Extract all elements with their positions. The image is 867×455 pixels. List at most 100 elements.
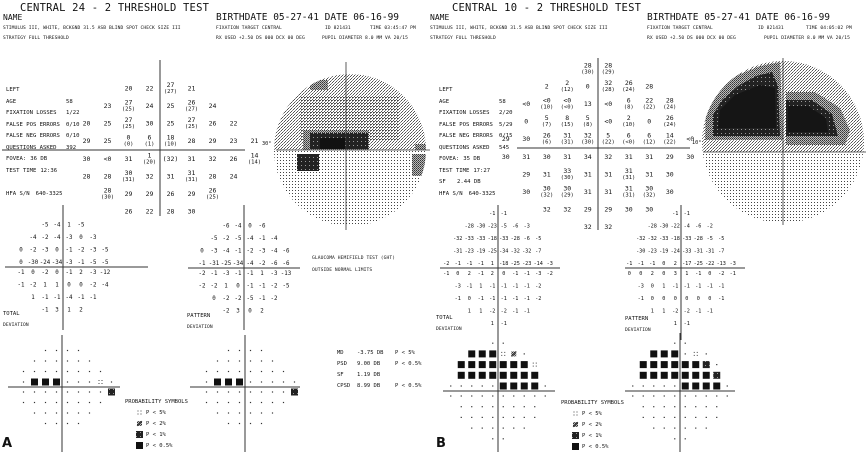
stat-label: HFA S/N bbox=[6, 190, 30, 197]
index-value: 9.00 DB bbox=[357, 361, 381, 367]
total-deviation-grid-value: -1 bbox=[54, 295, 61, 301]
normal-point-icon bbox=[460, 395, 462, 397]
threshold-grid-value: 31 bbox=[604, 171, 612, 179]
total-deviation-grid-value: -1 bbox=[501, 284, 507, 290]
normal-point-icon bbox=[632, 385, 634, 387]
pattern-deviation-grid-value: 0 bbox=[697, 296, 700, 302]
normal-point-icon bbox=[66, 401, 69, 404]
normal-point-icon bbox=[33, 360, 36, 362]
pattern-deviation-grid-value: 0 bbox=[236, 284, 240, 290]
threshold-grid-value: 33 (30) bbox=[561, 167, 574, 181]
total-deviation-grid-value: -5 bbox=[42, 223, 49, 229]
pattern-deviation-grid-value: -30 bbox=[659, 224, 668, 230]
pattern-deviation-grid-value: 0 bbox=[651, 296, 654, 302]
threshold-grid-value: 27 (27) bbox=[164, 81, 177, 95]
legend-item: P < 2% bbox=[561, 420, 624, 431]
pattern-deviation-grid-value: -4 bbox=[235, 224, 242, 230]
pattern-deviation-grid-value: 0 bbox=[639, 271, 642, 277]
total-deviation-grid-value: -3 bbox=[90, 270, 97, 276]
legend-title: PROBABILITY SYMBOLS bbox=[561, 400, 624, 406]
normal-point-icon bbox=[481, 416, 483, 418]
total-deviation-grid-value: -34 bbox=[499, 249, 508, 255]
global-index-row: MD -3.75 DB P < 5% bbox=[337, 348, 422, 359]
pattern-deviation-axes bbox=[625, 205, 745, 340]
threshold-grid-value: 31 bbox=[625, 153, 633, 161]
index-label: MD bbox=[337, 350, 344, 356]
index-value: 8.99 DB bbox=[357, 383, 381, 389]
total-deviation-grid-value: -1 bbox=[18, 283, 25, 289]
stat-row: HFA S/N 640-3325 bbox=[439, 189, 512, 201]
birthdate-date: BIRTHDATE 05-27-41 DATE 06-16-99 bbox=[216, 12, 400, 23]
threshold-grid: 20 22 27 (27) 21 23 27 (25) 24 25 26 (27) 24 20 25 27 (2… bbox=[83, 81, 262, 216]
total-deviation-grid-value: -6 bbox=[512, 224, 518, 230]
pattern-deviation-grid-value: -25 bbox=[694, 261, 703, 267]
pattern-deviation-grid-value: -22 bbox=[671, 224, 680, 230]
normal-point-icon bbox=[99, 370, 102, 373]
legend-item: P < 1% bbox=[125, 430, 188, 441]
pattern-deviation-grid-value: -17 bbox=[682, 261, 691, 267]
normal-point-icon bbox=[513, 416, 515, 418]
stat-value: 35 DB bbox=[463, 156, 481, 162]
total-deviation-grid-value: -6 bbox=[524, 236, 530, 242]
pattern-deviation-grid-value: -3 bbox=[223, 271, 230, 277]
normal-point-icon bbox=[642, 406, 644, 408]
total-deviation-grid-value: 1 bbox=[55, 283, 59, 289]
total-deviation-grid-value: 1 bbox=[479, 309, 482, 315]
name-label: NAME bbox=[3, 13, 23, 22]
fixation-target: FIXATION TARGET CENTRAL bbox=[647, 26, 713, 31]
p05-symbol-icon bbox=[660, 371, 668, 379]
normal-point-icon bbox=[674, 416, 676, 418]
p05-symbol-icon bbox=[681, 371, 689, 379]
threshold-grid-value: 2 bbox=[545, 83, 549, 91]
p05-symbol-icon bbox=[671, 350, 679, 358]
stat-row: SF 2.44 DB bbox=[439, 177, 512, 189]
threshold-grid-value: 32 bbox=[209, 155, 217, 163]
p05-symbol-icon bbox=[489, 361, 497, 369]
total-deviation-grid-value: -1 bbox=[501, 296, 507, 302]
total-deviation-grid-value: 2 bbox=[468, 271, 471, 277]
pattern-deviation-grid-value: -7 bbox=[718, 249, 724, 255]
total-deviation-grid-value: -12 bbox=[100, 270, 110, 276]
legend-item: P < 5% bbox=[125, 408, 188, 419]
total-deviation-grid-value: -2 bbox=[501, 309, 507, 315]
normal-point-icon bbox=[502, 416, 504, 418]
total-deviation-grid-value: -5 bbox=[90, 260, 97, 266]
p1-symbol-icon bbox=[135, 431, 144, 438]
total-deviation-grid-value: 3 bbox=[55, 308, 59, 314]
total-deviation-grid-value: -1 bbox=[489, 211, 495, 217]
normal-point-icon bbox=[282, 401, 285, 404]
legend-title: PROBABILITY SYMBOLS bbox=[125, 399, 188, 405]
pattern-deviation-grid-value: -6 bbox=[283, 249, 290, 255]
pattern-deviation-grid-value: -25 bbox=[221, 261, 232, 267]
pattern-deviation-grid-value: -1 bbox=[235, 271, 242, 277]
total-deviation-grid-value: -7 bbox=[535, 249, 541, 255]
total-deviation-grid-value: -3 bbox=[547, 261, 553, 267]
normal-point-icon bbox=[55, 401, 58, 404]
total-deviation-grid-value: -2 bbox=[30, 248, 37, 254]
total-deviation-grid-value: -1 bbox=[66, 270, 73, 276]
pattern-deviation-grid-value: -2 bbox=[199, 271, 206, 277]
pattern-deviation-grid-value: -5 bbox=[211, 236, 218, 242]
grayscale-map bbox=[274, 74, 426, 226]
pattern-deviation-grid-value: 1 bbox=[224, 284, 228, 290]
normal-point-icon bbox=[502, 438, 504, 440]
total-deviation-label: TOTAL bbox=[3, 311, 20, 317]
normal-point-icon bbox=[55, 391, 58, 393]
pattern-deviation-grid-value: -4 bbox=[223, 249, 230, 255]
normal-point-icon bbox=[66, 422, 69, 425]
normal-point-icon bbox=[205, 381, 208, 383]
pattern-deviation-grid-value: -28 bbox=[694, 236, 703, 242]
pattern-deviation-grid-value: -1 bbox=[718, 296, 724, 302]
legend-item: P < 2% bbox=[125, 419, 188, 430]
normal-point-icon bbox=[471, 395, 473, 397]
pattern-deviation-grid-value: -1 bbox=[707, 284, 713, 290]
threshold-grid-value: 32 bbox=[563, 206, 571, 214]
normal-point-icon bbox=[492, 395, 494, 397]
stat-label: LEFT bbox=[6, 87, 20, 93]
normal-point-icon bbox=[674, 395, 676, 397]
stat-label: LEFT bbox=[439, 87, 453, 93]
threshold-grid-value: 22 bbox=[146, 208, 154, 216]
threshold-grid-value: 26 bbox=[209, 120, 217, 128]
pattern-deviation-grid-value: -4 bbox=[247, 261, 254, 267]
threshold-grid-value: 24 bbox=[146, 102, 154, 110]
